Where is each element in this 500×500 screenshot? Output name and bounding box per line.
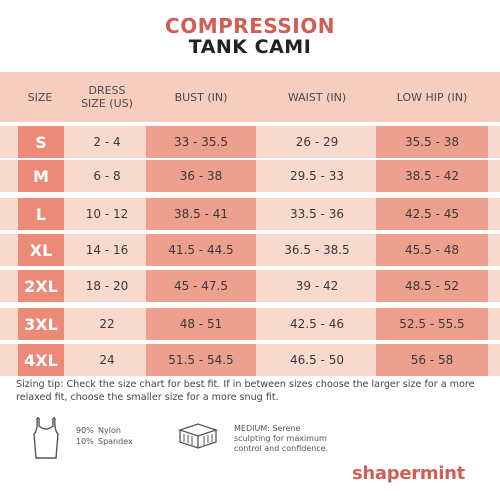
header-bust: BUST (IN) — [174, 90, 228, 104]
bust-cell: 36 - 38 — [146, 160, 256, 192]
bust-cell: 41.5 - 44.5 — [146, 234, 256, 266]
tank-top-icon — [33, 417, 59, 459]
waist-cell: 26 - 29 — [295, 135, 339, 149]
low-hip-cell: 38.5 - 42 — [376, 160, 488, 192]
dress-size-cell: 22 — [99, 317, 115, 331]
bust-cell: 38.5 - 41 — [146, 198, 256, 230]
header-waist: WAIST (IN) — [287, 90, 347, 104]
low-hip-cell: 48.5 - 52 — [376, 270, 488, 302]
table-row: M 6 - 8 36 - 38 29.5 - 33 38.5 - 42 — [0, 160, 500, 192]
material-name-nylon: Nylon — [98, 426, 121, 435]
table-row: L 10 - 12 38.5 - 41 33.5 - 36 42.5 - 45 — [0, 198, 500, 230]
low-hip-cell: 52.5 - 55.5 — [376, 308, 488, 340]
low-hip-cell: 35.5 - 38 — [376, 126, 488, 158]
dress-size-cell: 14 - 16 — [85, 243, 129, 257]
dress-size-cell: 2 - 4 — [93, 135, 121, 149]
header-size: SIZE — [27, 90, 53, 104]
header-dress-line1: DRESS — [88, 84, 126, 97]
waist-cell: 36.5 - 38.5 — [284, 243, 350, 257]
compression-level-icon — [177, 423, 219, 449]
low-hip-cell: 56 - 58 — [376, 344, 488, 376]
table-row: XL 14 - 16 41.5 - 44.5 36.5 - 38.5 45.5 - 48 — [0, 234, 500, 266]
dress-size-cell: 10 - 12 — [85, 207, 129, 221]
dress-size-cell: 24 — [99, 353, 115, 367]
header-dress-line2: SIZE (US) — [81, 97, 133, 110]
bust-cell: 33 - 35.5 — [146, 126, 256, 158]
size-cell: XL — [18, 234, 64, 266]
table-row: S 2 - 4 33 - 35.5 26 - 29 35.5 - 38 — [0, 126, 500, 158]
size-cell: L — [18, 198, 64, 230]
brand-logo: shapermint — [352, 463, 465, 484]
table-row: 2XL 18 - 20 45 - 47.5 39 - 42 48.5 - 52 — [0, 270, 500, 302]
waist-cell: 42.5 - 46 — [290, 317, 344, 331]
dress-size-cell: 18 - 20 — [85, 279, 129, 293]
material-name-spandex: Spandex — [98, 437, 133, 446]
compression-line3: control and confidence. — [234, 444, 329, 453]
bust-cell: 51.5 - 54.5 — [146, 344, 256, 376]
table-row: 3XL 22 48 - 51 42.5 - 46 52.5 - 55.5 — [0, 308, 500, 340]
header-dress-size: DRESS SIZE (US) — [72, 72, 142, 122]
low-hip-cell: 42.5 - 45 — [376, 198, 488, 230]
compression-line1: MEDIUM: Serene — [234, 424, 301, 433]
dress-size-cell: 6 - 8 — [93, 169, 121, 183]
chart-title-line2: TANK CAMI — [188, 36, 312, 58]
size-cell: 3XL — [18, 308, 64, 340]
table-row: 4XL 24 51.5 - 54.5 46.5 - 50 56 - 58 — [0, 344, 500, 376]
table-header: SIZE DRESS SIZE (US) BUST (IN) WAIST (IN… — [0, 72, 500, 122]
header-low-hip: LOW HIP (IN) — [396, 90, 468, 104]
size-cell: S — [18, 126, 64, 158]
sizing-tip: Sizing tip: Check the size chart for bes… — [16, 379, 475, 403]
size-cell: 4XL — [18, 344, 64, 376]
waist-cell: 46.5 - 50 — [290, 353, 344, 367]
waist-cell: 39 - 42 — [295, 279, 339, 293]
size-cell: M — [18, 160, 64, 192]
size-cell: 2XL — [18, 270, 64, 302]
material-pct-spandex: 10% — [76, 437, 94, 446]
waist-cell: 29.5 - 33 — [290, 169, 344, 183]
low-hip-cell: 45.5 - 48 — [376, 234, 488, 266]
bust-cell: 48 - 51 — [146, 308, 256, 340]
material-pct-nylon: 90% — [76, 426, 94, 435]
waist-cell: 33.5 - 36 — [290, 207, 344, 221]
chart-title-line1: COMPRESSION — [165, 14, 335, 38]
bust-cell: 45 - 47.5 — [146, 270, 256, 302]
compression-line2: sculpting for maximum — [234, 434, 327, 443]
